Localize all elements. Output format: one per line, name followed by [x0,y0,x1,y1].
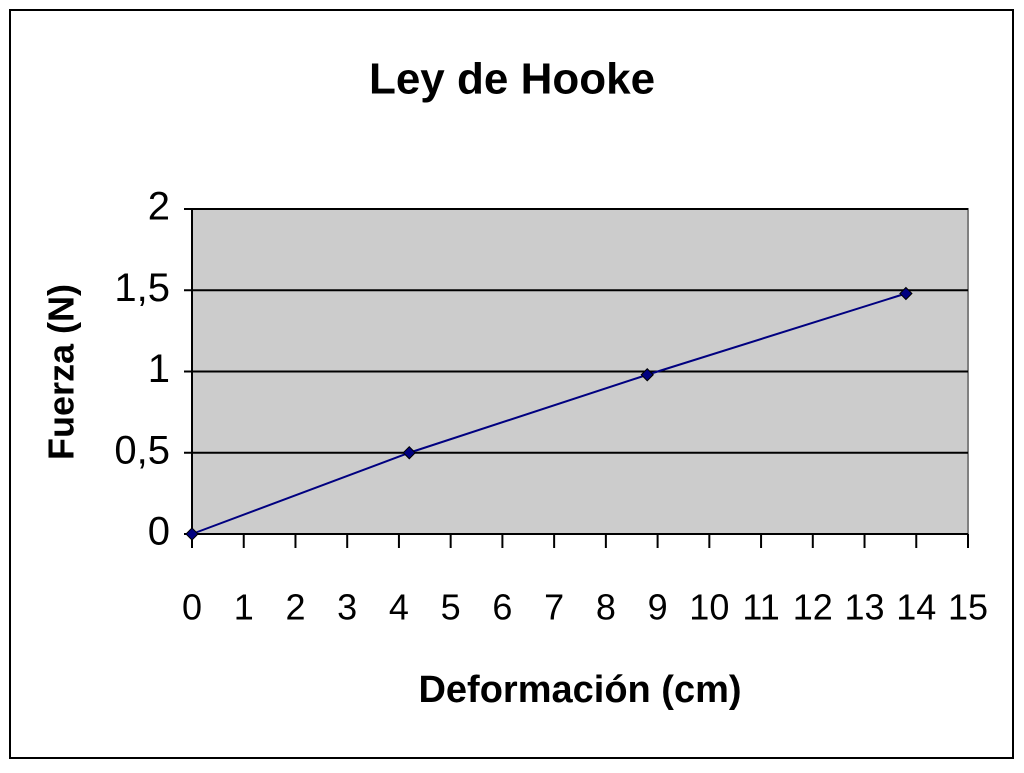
x-tick-label: 11 [742,587,779,628]
data-point [899,286,913,301]
x-tick-label: 14 [896,587,936,628]
data-point [640,368,654,382]
data-line [191,292,907,535]
x-tick-label: 4 [389,587,409,628]
x-tick-label: 0 [182,587,202,628]
data-point [185,527,199,541]
x-tick-label: 7 [544,587,564,628]
x-tick-label: 12 [793,587,833,628]
y-tick-label: 0,5 [114,428,170,472]
data-point [402,446,416,460]
x-axis-label: Deformación (cm) [418,669,741,711]
x-tick-label: 2 [285,587,305,628]
x-tick-label: 10 [689,587,729,628]
y-tick-label: 0 [148,510,170,554]
x-tick-label: 5 [441,587,461,628]
y-tick-label: 1 [148,347,170,391]
x-tick-label: 6 [492,587,512,628]
y-tick-label: 2 [148,185,170,229]
x-tick-label: 3 [337,587,357,628]
y-axis-label: Fuerza (N) [41,284,82,460]
x-tick-label: 13 [845,587,885,628]
x-tick-label: 1 [234,587,254,628]
y-tick-label: 1,5 [114,266,170,310]
chart-title: Ley de Hooke [369,55,655,104]
x-tick-label: 8 [596,587,616,628]
x-tick-label: 9 [648,587,668,628]
x-tick-label: 15 [948,587,988,628]
